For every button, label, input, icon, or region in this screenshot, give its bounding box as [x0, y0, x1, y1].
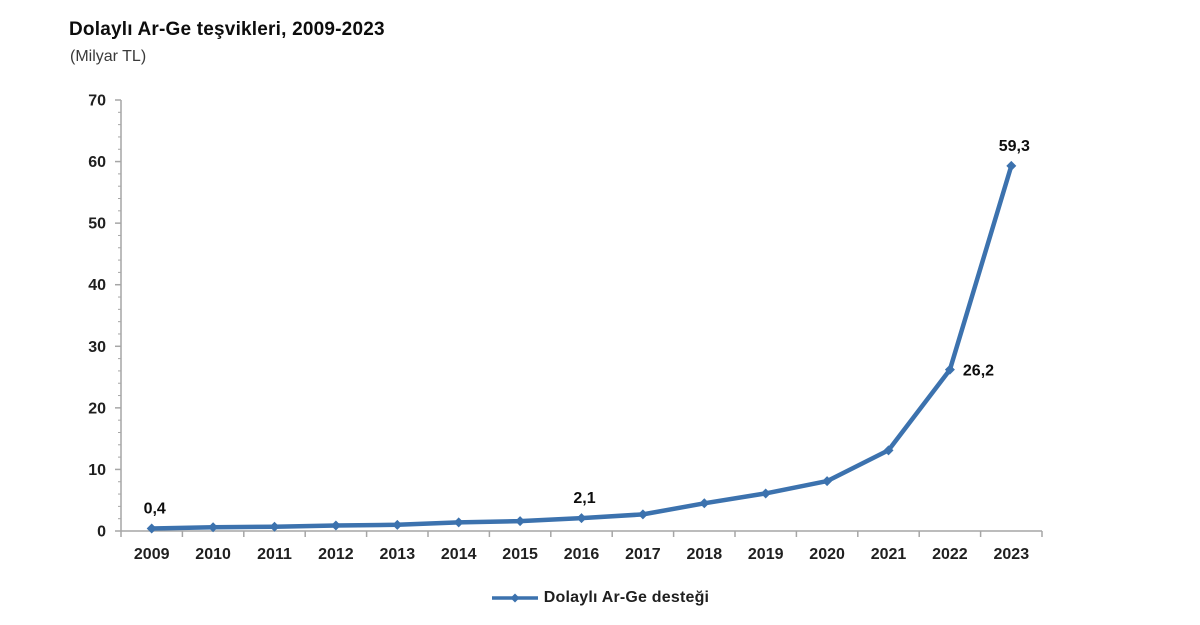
- y-tick-label: 60: [88, 154, 106, 171]
- y-tick-label: 70: [88, 93, 106, 110]
- data-point-label: 0,4: [144, 501, 166, 518]
- data-point-label: 26,2: [963, 363, 994, 380]
- data-point-marker: [1006, 160, 1017, 171]
- x-tick-label: 2011: [257, 546, 292, 563]
- x-tick-label: 2017: [625, 546, 661, 563]
- x-tick-label: 2018: [687, 546, 723, 563]
- legend-label: Dolaylı Ar-Ge desteği: [543, 589, 710, 606]
- data-point-marker: [760, 488, 771, 499]
- x-tick-label: 2009: [134, 546, 170, 563]
- data-point-marker: [637, 509, 648, 520]
- data-point-marker: [392, 519, 403, 530]
- data-point-label: 59,3: [999, 138, 1030, 155]
- data-point-marker: [146, 523, 157, 534]
- data-point-marker: [453, 517, 464, 528]
- chart-title: Dolaylı Ar-Ge teşvikleri, 2009-2023: [69, 19, 385, 40]
- data-point-marker: [330, 520, 341, 531]
- data-point-marker: [576, 513, 587, 524]
- y-tick-label: 0: [97, 524, 106, 541]
- data-point-marker: [944, 364, 955, 375]
- x-tick-label: 2013: [380, 546, 416, 563]
- x-tick-label: 2021: [871, 546, 907, 563]
- y-tick-label: 50: [88, 216, 106, 233]
- data-point-marker: [822, 476, 833, 487]
- data-line: [149, 163, 1014, 531]
- x-tick-label: 2022: [932, 546, 968, 563]
- data-point-marker: [883, 445, 894, 456]
- y-tick-label: 30: [88, 339, 106, 356]
- data-point-marker: [699, 498, 710, 509]
- x-tick-label: 2023: [994, 546, 1030, 563]
- chart-subtitle: (Milyar TL): [70, 48, 147, 65]
- y-tick-label: 40: [88, 277, 106, 294]
- x-tick-label: 2016: [564, 546, 600, 563]
- data-point-marker: [208, 522, 219, 533]
- y-tick-label: 10: [88, 462, 106, 479]
- x-tick-label: 2019: [748, 546, 784, 563]
- legend: Dolaylı Ar-Ge desteği: [0, 589, 1200, 607]
- x-tick-label: 2020: [809, 546, 845, 563]
- legend-line-marker-icon: [491, 593, 538, 603]
- data-point-marker: [269, 521, 280, 532]
- x-tick-label: 2010: [195, 546, 231, 563]
- x-tick-label: 2015: [502, 546, 538, 563]
- data-point-marker: [515, 516, 526, 527]
- y-tick-label: 20: [88, 400, 106, 417]
- x-tick-label: 2014: [441, 546, 477, 563]
- x-tick-label: 2012: [318, 546, 354, 563]
- data-point-label: 2,1: [573, 490, 595, 507]
